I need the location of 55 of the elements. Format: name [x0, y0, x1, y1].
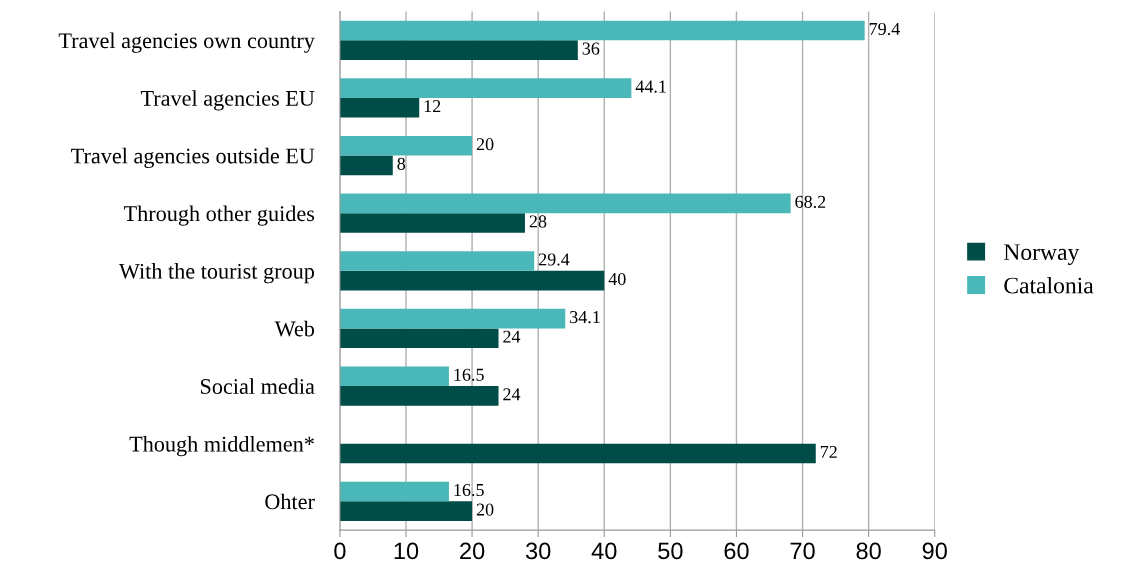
- bar: [339, 40, 578, 60]
- bar: [339, 501, 473, 521]
- data-label: 40: [608, 272, 626, 286]
- y-tick-label: Travel agencies EU: [140, 90, 315, 111]
- y-tick-label: Travel agencies own country: [58, 32, 315, 53]
- data-label: 20: [476, 503, 494, 516]
- data-label: 44.1: [635, 80, 666, 93]
- bar: [339, 78, 632, 98]
- bar: [339, 155, 393, 176]
- y-tick-label: Ohter: [265, 493, 315, 510]
- legend-label: Catalonia: [1004, 276, 1094, 294]
- data-label: 12: [424, 100, 441, 113]
- x-tick-label: 70: [790, 542, 815, 560]
- x-tick-label: 20: [460, 542, 485, 560]
- bar: [339, 481, 449, 502]
- data-label: 29.4: [538, 253, 570, 266]
- bar: [339, 135, 473, 156]
- bar: [339, 308, 566, 329]
- x-tick-label: 50: [658, 542, 683, 560]
- y-tick-label: Through other guides: [123, 205, 315, 226]
- data-label: 68.2: [795, 195, 826, 208]
- x-tick-label: 30: [525, 542, 551, 560]
- data-label: 36: [582, 42, 600, 55]
- x-tick-label: 90: [922, 542, 947, 560]
- y-tick-label: With the tourist group: [118, 263, 315, 284]
- data-label: 8: [397, 157, 406, 170]
- data-label: 28: [529, 215, 547, 228]
- bar: [339, 251, 535, 271]
- x-tick-label: 80: [856, 542, 881, 560]
- bar: [339, 193, 791, 214]
- data-label: 24: [503, 330, 521, 343]
- bar: [339, 213, 525, 233]
- x-tick-label: 10: [394, 542, 419, 560]
- y-tick-label: Web: [274, 320, 315, 337]
- data-label: 16.5: [454, 483, 484, 497]
- y-tick-label: Travel agencies outside EU: [71, 147, 315, 169]
- bar: [339, 366, 449, 387]
- x-tick-label: 60: [724, 542, 749, 560]
- bar: [339, 443, 816, 464]
- data-label: 20: [476, 138, 494, 151]
- legend-label: Norway: [1003, 244, 1080, 265]
- bar: [339, 328, 499, 349]
- x-tick-label: 0: [334, 542, 346, 560]
- data-label: 24: [503, 388, 521, 401]
- bar: [339, 386, 499, 406]
- bar: [339, 97, 420, 118]
- bar: [339, 20, 865, 41]
- y-tick-label: Though middlemen*: [129, 436, 314, 457]
- data-label: 34.1: [570, 311, 600, 324]
- data-label: 72: [820, 445, 837, 458]
- data-label: 16.5: [454, 368, 484, 381]
- y-tick-label: Social media: [200, 378, 315, 395]
- x-tick-label: 40: [591, 542, 617, 560]
- data-label: 79.4: [869, 22, 900, 36]
- bar: [339, 270, 605, 291]
